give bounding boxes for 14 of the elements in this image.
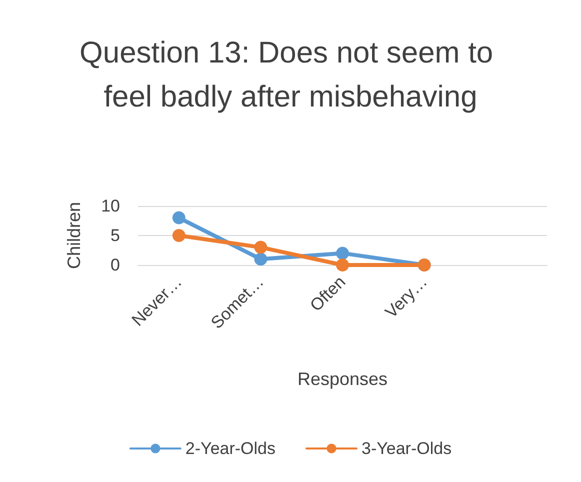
point: [172, 211, 186, 224]
y-axis-title: Children: [64, 202, 84, 270]
point: [254, 240, 268, 254]
point: [172, 229, 186, 242]
legend-label: 3-Year-Olds: [362, 439, 452, 458]
point: [336, 246, 349, 260]
y-tick-label: 10: [101, 196, 120, 216]
chart-title: Question 13: Does not seem to feel badly after misbehaving: [80, 36, 502, 114]
point: [254, 252, 268, 266]
y-tick-label: 5: [110, 226, 120, 245]
point: [336, 258, 349, 272]
y-tick-label: 0: [110, 256, 120, 274]
x-axis-title: Responses: [297, 369, 388, 389]
legend-label: 2-Year-Olds: [185, 439, 276, 458]
